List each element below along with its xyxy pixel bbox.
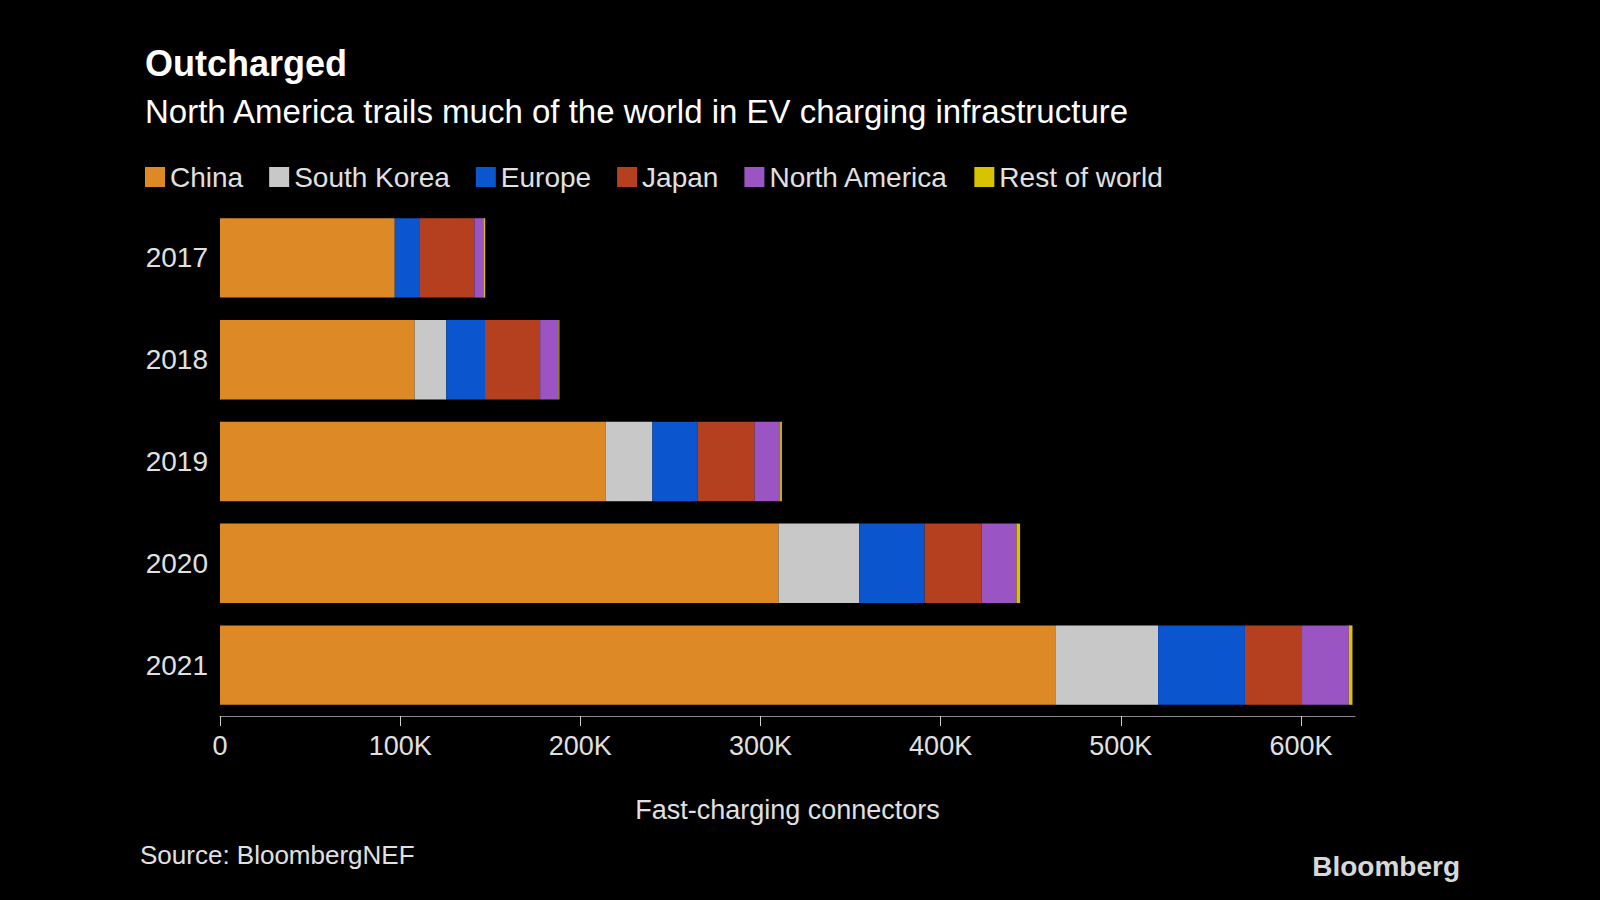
svg-text:Source: BloombergNEF: Source: BloombergNEF <box>140 840 415 870</box>
svg-text:100K: 100K <box>369 731 432 761</box>
svg-text:2017: 2017 <box>146 242 208 273</box>
svg-text:300K: 300K <box>729 731 792 761</box>
svg-text:China: China <box>170 162 244 193</box>
svg-text:Fast-charging connectors: Fast-charging connectors <box>635 795 940 825</box>
svg-text:Japan: Japan <box>642 162 718 193</box>
svg-text:Bloomberg: Bloomberg <box>1312 851 1460 882</box>
svg-text:North America trails much of t: North America trails much of the world i… <box>145 93 1128 130</box>
svg-text:North America: North America <box>769 162 947 193</box>
svg-text:500K: 500K <box>1089 731 1152 761</box>
svg-text:200K: 200K <box>549 731 612 761</box>
svg-text:2020: 2020 <box>146 548 208 579</box>
svg-text:Europe: Europe <box>501 162 591 193</box>
svg-text:Rest of world: Rest of world <box>999 162 1162 193</box>
svg-text:2021: 2021 <box>146 650 208 681</box>
svg-text:400K: 400K <box>909 731 972 761</box>
svg-text:2019: 2019 <box>146 446 208 477</box>
svg-text:Outcharged: Outcharged <box>145 43 347 84</box>
svg-text:South Korea: South Korea <box>294 162 450 193</box>
svg-text:600K: 600K <box>1269 731 1332 761</box>
svg-text:2018: 2018 <box>146 344 208 375</box>
svg-text:0: 0 <box>212 731 227 761</box>
